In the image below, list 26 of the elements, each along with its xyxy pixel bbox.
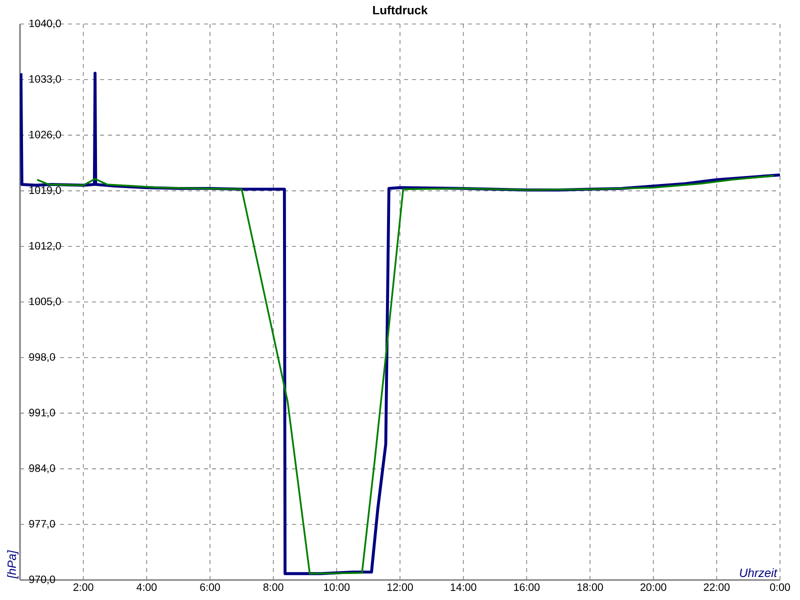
y-tick-label: 991,0 bbox=[29, 408, 55, 418]
x-tick-label: 10:00 bbox=[324, 583, 350, 591]
y-tick-label: 1040,0 bbox=[30, 20, 61, 28]
x-axis-title: Uhrzeit bbox=[740, 568, 778, 578]
x-tick-label: 6:00 bbox=[200, 583, 220, 591]
x-tick-label: 16:00 bbox=[514, 583, 540, 591]
x-tick-label: 22:00 bbox=[704, 583, 730, 591]
x-tick-label: 12:00 bbox=[387, 583, 413, 591]
x-tick-label: 0:00 bbox=[770, 583, 790, 591]
x-tick-label: 14:00 bbox=[450, 583, 476, 591]
x-tick-label: 20:00 bbox=[640, 583, 666, 591]
y-tick-label: 977,0 bbox=[29, 520, 55, 529]
x-tick-label: 18:00 bbox=[577, 583, 603, 591]
y-tick-label: 1019,0 bbox=[30, 186, 61, 196]
y-tick-label: 1012,0 bbox=[30, 242, 61, 251]
y-tick-label: 1005,0 bbox=[30, 298, 61, 306]
y-tick-label: 998,0 bbox=[29, 353, 55, 362]
y-axis-title: [hPa] bbox=[7, 550, 18, 579]
y-tick-label: 970,0 bbox=[29, 576, 55, 584]
y-tick-label: 1033,0 bbox=[30, 75, 61, 84]
y-tick-label: 1026,0 bbox=[30, 130, 61, 140]
x-tick-label: 8:00 bbox=[263, 583, 284, 591]
chart-title: Luftdruck bbox=[373, 6, 428, 14]
x-tick-label: 2:00 bbox=[73, 583, 94, 591]
y-tick-label: 984,0 bbox=[29, 464, 55, 474]
x-tick-label: 4:00 bbox=[136, 583, 157, 591]
